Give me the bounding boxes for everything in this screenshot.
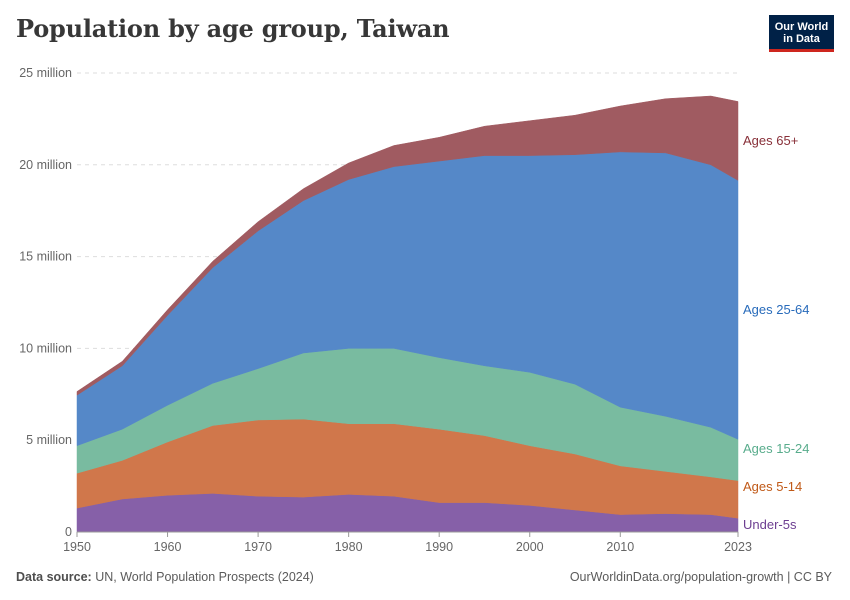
data-source-text: UN, World Population Prospects (2024) (95, 570, 314, 584)
area-series (76, 95, 739, 533)
owid-logo[interactable]: Our World in Data (769, 15, 834, 52)
data-source-label: Data source: (16, 570, 92, 584)
x-tick-label: 2023 (724, 540, 752, 554)
y-tick-label: 20 million (19, 158, 72, 172)
x-tick-label: 1980 (335, 540, 363, 554)
logo-line-1: Our World (774, 21, 829, 33)
series-label-ages-15-24: Ages 15-24 (743, 441, 810, 456)
axes: 1950 1960 1970 1980 1990 2000 2010 2023 (63, 531, 752, 554)
x-tick-label: 1970 (244, 540, 272, 554)
y-tick-label: 15 million (19, 250, 72, 264)
data-source: Data source: UN, World Population Prospe… (16, 570, 314, 584)
y-tick-label: 5 million (26, 433, 72, 447)
y-tick-label: 10 million (19, 341, 72, 355)
area-ages-65- (76, 95, 739, 396)
stacked-area-chart: 0 5 million 10 million 15 million 20 million… (19, 66, 810, 554)
series-label-ages-5-14: Ages 5-14 (743, 479, 802, 494)
source-link[interactable]: OurWorldinData.org/population-growth | C… (569, 570, 832, 584)
chart-title: Population by age group, Taiwan (16, 14, 450, 43)
x-tick-label: 1990 (425, 540, 453, 554)
series-label-ages-25-64: Ages 25-64 (743, 302, 810, 317)
x-tick-label: 2010 (606, 540, 634, 554)
series-labels: Under-5s Ages 5-14 Ages 15-24 Ages 25-64 Age… (743, 133, 810, 532)
series-label-ages-65-: Ages 65+ (743, 133, 798, 148)
y-tick-label: 25 million (19, 66, 72, 80)
series-label-under-5s: Under-5s (743, 517, 797, 532)
x-tick-label: 2000 (516, 540, 544, 554)
x-tick-label: 1950 (63, 540, 91, 554)
y-tick-label: 0 (65, 525, 72, 539)
x-tick-label: 1960 (154, 540, 182, 554)
logo-line-2: in Data (783, 33, 820, 45)
